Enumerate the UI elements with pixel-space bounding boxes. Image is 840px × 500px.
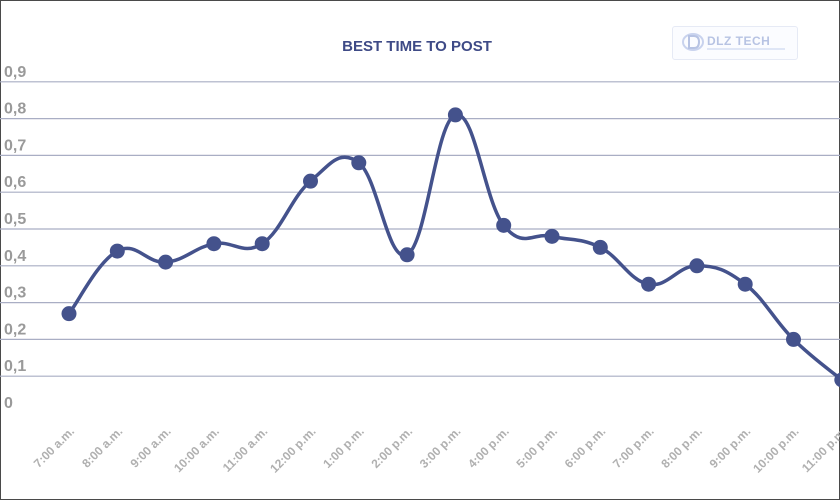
dlz-logo-icon <box>682 33 704 51</box>
data-point-5 <box>303 173 318 189</box>
x-tick-label: 7:00 p.m. <box>610 424 657 471</box>
x-tick-label: 2:00 p.m. <box>369 424 416 471</box>
x-tick-label: 8:00 a.m. <box>79 424 125 470</box>
series-line <box>67 113 840 381</box>
x-tick-label: 6:00 p.m. <box>562 424 609 471</box>
x-tick-label: 11:00 a.m. <box>220 424 270 474</box>
data-point-4 <box>254 236 270 252</box>
data-point-14 <box>737 276 753 292</box>
data-point-1 <box>109 243 125 259</box>
y-tick-label: 0,2 <box>4 321 26 338</box>
data-point-3 <box>206 236 222 252</box>
data-point-0 <box>61 306 77 322</box>
y-tick-label: 0,8 <box>4 101 26 118</box>
data-point-7 <box>399 247 415 263</box>
x-tick-label: 1:00 p.m. <box>320 424 367 471</box>
x-tick-label: 8:00 p.m. <box>658 424 705 471</box>
chart-title: BEST TIME TO POST <box>342 38 492 55</box>
x-tick-label: 4:00 p.m. <box>465 424 512 471</box>
watermark-underline <box>707 48 785 50</box>
x-tick-label: 11:00 p.m. <box>799 424 840 475</box>
data-point-11 <box>592 239 608 255</box>
data-point-9 <box>496 217 512 233</box>
x-tick-label: 9:00 a.m. <box>127 424 173 470</box>
data-point-6 <box>351 155 367 171</box>
x-tick-label: 5:00 p.m. <box>513 424 560 471</box>
y-tick-label: 0,6 <box>4 174 26 191</box>
data-point-8 <box>447 107 463 123</box>
data-point-16 <box>834 372 840 388</box>
x-tick-label: 10:00 p.m. <box>750 424 801 475</box>
x-tick-label: 10:00 a.m. <box>171 424 222 475</box>
y-tick-label: 0,1 <box>4 358 26 375</box>
y-tick-label: 0,7 <box>4 137 26 154</box>
data-points <box>61 107 840 388</box>
x-axis-tick-labels: 7:00 a.m. 8:00 a.m. 9:00 a.m.10:00 a.m.11:… <box>31 424 840 475</box>
watermark-text: DLZ TECH <box>707 34 771 48</box>
y-tick-label: 0,9 <box>4 64 26 81</box>
y-tick-label: 0,4 <box>4 248 26 265</box>
x-tick-label: 3:00 p.m. <box>417 424 464 471</box>
data-point-12 <box>641 276 657 292</box>
x-tick-label: 7:00 a.m. <box>31 424 77 470</box>
y-axis-tick-labels: 0 0,1 0,2 0,3 0,4 0,5 0,6 0,7 0,8 0,9 <box>4 64 26 412</box>
x-tick-label: 9:00 p.m. <box>707 424 754 471</box>
data-point-10 <box>544 228 560 244</box>
y-tick-label: 0 <box>4 395 13 412</box>
data-point-13 <box>689 258 705 274</box>
data-point-15 <box>786 331 801 347</box>
y-tick-label: 0,3 <box>4 285 26 302</box>
y-tick-label: 0,5 <box>4 211 26 228</box>
data-point-2 <box>158 254 174 270</box>
watermark-logo: DLZ TECH <box>672 26 798 60</box>
x-tick-label: 12:00 p.m. <box>267 424 318 475</box>
